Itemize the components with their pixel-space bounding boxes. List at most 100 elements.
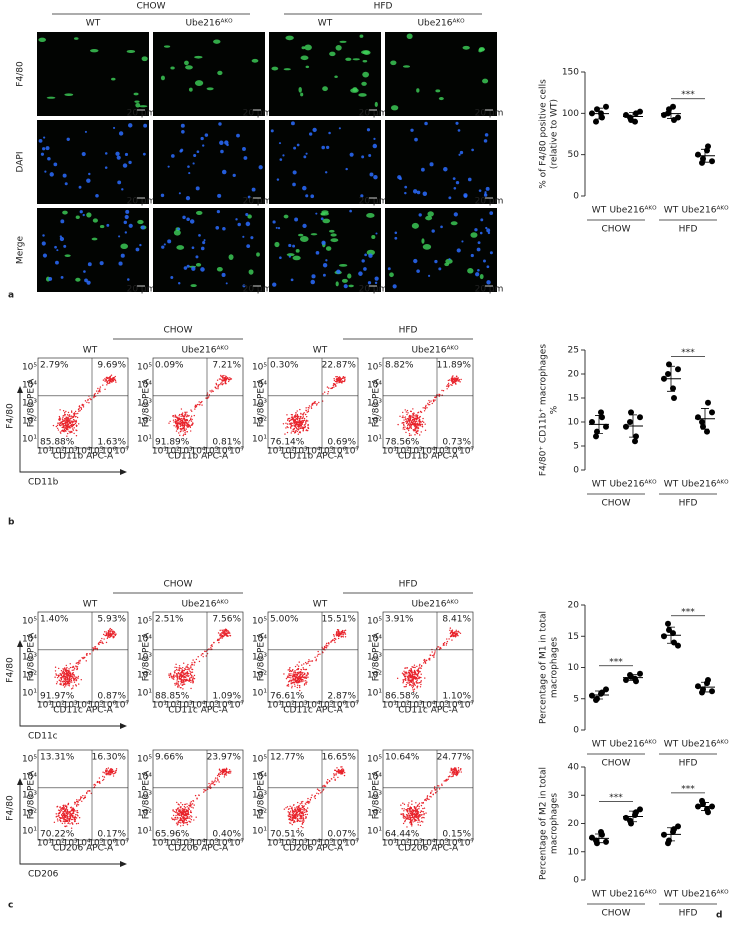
event-dot xyxy=(298,420,301,422)
event-dot xyxy=(336,382,338,384)
event-dot xyxy=(412,813,414,815)
event-dot xyxy=(207,397,209,399)
event-dot xyxy=(174,666,176,668)
event-dot xyxy=(98,777,101,779)
event-dot xyxy=(304,677,306,679)
flow-x-tick: 10⁴ xyxy=(305,447,320,457)
data-point xyxy=(632,438,638,445)
event-dot xyxy=(191,668,194,671)
blue-nucleus xyxy=(167,165,170,168)
blue-nucleus xyxy=(278,142,282,145)
flow-y-tick: 10¹ xyxy=(22,435,37,445)
event-dot xyxy=(335,385,337,388)
blue-nucleus xyxy=(113,126,116,130)
quadrant-percent: 0.30% xyxy=(270,361,299,371)
event-dot xyxy=(78,660,80,662)
event-dot xyxy=(319,653,321,655)
blue-nucleus xyxy=(279,158,283,161)
event-dot xyxy=(66,414,69,416)
blue-nucleus xyxy=(124,231,128,234)
event-dot xyxy=(83,657,85,659)
event-dot xyxy=(292,430,295,433)
quadrant-percent: 91.89% xyxy=(155,438,190,448)
flow-y-axis: F4/80 PE-A xyxy=(142,378,152,427)
event-dot xyxy=(310,407,313,410)
green-cell xyxy=(362,50,371,55)
event-dot xyxy=(178,814,181,816)
blue-nucleus xyxy=(414,137,418,142)
event-dot xyxy=(305,808,307,811)
event-dot xyxy=(188,808,190,811)
flow-x-tick: 10¹ xyxy=(267,447,282,457)
event-dot xyxy=(186,422,188,424)
event-dot xyxy=(445,644,448,646)
event-dot xyxy=(211,389,213,391)
micrograph xyxy=(153,120,265,204)
flow-frame xyxy=(382,611,474,703)
event-dot xyxy=(301,417,303,420)
event-dot xyxy=(181,413,183,415)
quadrant-percent: 24.77% xyxy=(437,753,472,763)
blue-nucleus xyxy=(349,209,352,213)
genotype-label: Ube216ᴬᴷᴼ xyxy=(411,600,459,610)
event-dot xyxy=(434,399,436,401)
data-point xyxy=(665,620,671,627)
event-dot xyxy=(94,392,96,395)
event-dot xyxy=(61,806,64,809)
event-dot xyxy=(406,811,409,813)
event-dot xyxy=(62,416,64,418)
event-dot xyxy=(335,631,338,633)
event-dot xyxy=(65,671,68,673)
blue-nucleus xyxy=(315,251,320,255)
event-dot xyxy=(289,810,292,812)
event-dot xyxy=(297,810,300,812)
event-dot xyxy=(341,768,343,770)
event-dot xyxy=(70,431,72,433)
quadrant-percent: 0.73% xyxy=(442,438,471,448)
blue-nucleus xyxy=(325,259,328,262)
event-dot xyxy=(92,648,95,650)
y-tick-label: 15 xyxy=(568,394,579,404)
event-dot xyxy=(72,814,74,816)
event-dot xyxy=(78,817,81,819)
event-dot xyxy=(410,676,413,679)
event-dot xyxy=(325,647,328,649)
event-dot xyxy=(409,426,411,428)
event-dot xyxy=(341,635,343,637)
blue-nucleus xyxy=(124,214,129,220)
blue-nucleus xyxy=(290,278,294,282)
y-tick-label: 20 xyxy=(568,370,580,380)
event-dot xyxy=(108,774,110,776)
event-dot xyxy=(446,638,448,640)
event-dot xyxy=(86,791,88,794)
blue-nucleus xyxy=(458,153,461,156)
blue-nucleus xyxy=(195,186,200,191)
event-dot xyxy=(60,430,63,432)
event-dot xyxy=(63,820,65,822)
event-dot xyxy=(178,685,180,687)
event-dot xyxy=(69,427,72,429)
event-dot xyxy=(191,816,193,818)
event-dot xyxy=(178,669,181,672)
event-dot xyxy=(435,396,437,398)
event-dot xyxy=(448,384,450,386)
blue-nucleus xyxy=(245,221,251,227)
event-dot xyxy=(169,674,172,676)
event-dot xyxy=(405,667,407,669)
event-dot xyxy=(426,798,429,800)
event-dot xyxy=(424,405,427,408)
event-dot xyxy=(290,822,292,824)
blue-nucleus xyxy=(55,260,59,265)
event-dot xyxy=(449,771,451,773)
event-dot xyxy=(174,818,176,821)
flow-x-tick: 10³ xyxy=(408,701,423,711)
event-dot xyxy=(104,634,106,637)
green-cell xyxy=(274,241,280,248)
blue-nucleus xyxy=(453,212,458,217)
blue-nucleus xyxy=(104,152,108,155)
event-dot xyxy=(416,813,419,815)
event-dot xyxy=(299,427,302,429)
event-dot xyxy=(59,672,61,675)
green-cell xyxy=(256,252,260,257)
event-dot xyxy=(432,793,435,795)
